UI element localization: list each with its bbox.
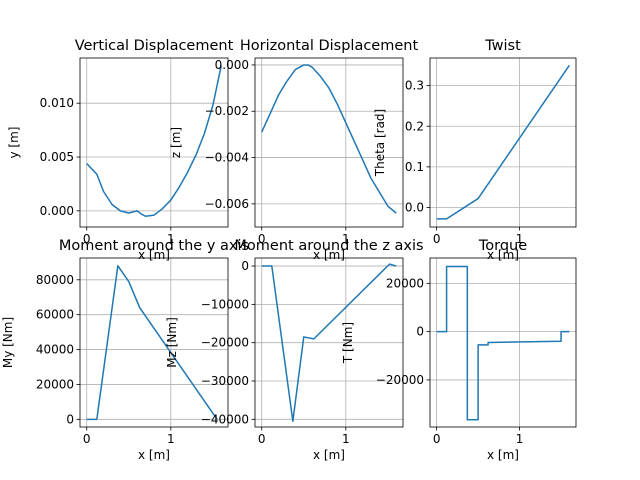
y-axis-label: My [Nm] [1, 317, 15, 368]
axes-frame [429, 57, 577, 228]
y-tick-label: 0 [241, 259, 249, 273]
x-axis-label: x [m] [487, 448, 519, 462]
data-line [436, 64, 570, 220]
x-axis-label: x [m] [487, 248, 519, 262]
x-tick-label: 0 [258, 232, 266, 246]
chart-panel-4: 0 1 0 20000 40000 60000 80000 Moment around the… [1, 238, 249, 462]
chart-panel-2: 0 1 0.000 −0.002 −0.004 −0.006 Horizontal Disp… [169, 38, 418, 262]
x-tick-label: 1 [167, 232, 175, 246]
y-tick-label: 80000 [36, 273, 74, 287]
y-tick-label: 0 [66, 412, 74, 426]
x-tick-label: 0 [433, 232, 441, 246]
y-tick-label: −0.002 [205, 104, 249, 118]
y-axis-label: z [m] [169, 127, 183, 158]
y-tick-label: −10000 [201, 297, 249, 311]
y-tick-label: 20000 [386, 276, 424, 290]
x-axis-label: x [m] [138, 248, 170, 262]
x-tick-label: 1 [342, 232, 350, 246]
axes-frame [429, 257, 577, 428]
data-line [436, 265, 570, 421]
y-tick-label: 0.000 [40, 204, 74, 218]
y-tick-label: −20000 [201, 336, 249, 350]
y-tick-label: 20000 [36, 377, 74, 391]
axes-frame [254, 57, 404, 228]
y-tick-label: 0.3 [405, 79, 424, 93]
data-line [261, 64, 397, 214]
y-tick-label: −30000 [201, 374, 249, 388]
y-tick-label: −0.006 [205, 197, 249, 211]
chart-title: Moment around the z axis [234, 238, 423, 254]
x-tick-label: 0 [258, 432, 266, 446]
axes-frame [79, 257, 229, 428]
chart-title: Vertical Displacement [75, 38, 234, 54]
x-tick-label: 0 [83, 432, 91, 446]
y-tick-label: 0.1 [405, 160, 424, 174]
x-axis-label: x [m] [313, 248, 345, 262]
chart-panel-1: 0 1 0.000 0.005 0.010 Vertical Displacement x … [7, 38, 234, 262]
y-tick-label: 40000 [36, 343, 74, 357]
x-axis-label: x [m] [313, 448, 345, 462]
chart-title: Horizontal Displacement [240, 38, 419, 54]
x-tick-label: 1 [167, 432, 175, 446]
data-line [86, 265, 218, 421]
y-axis-label: T [Nm] [341, 322, 355, 364]
x-axis-label: x [m] [138, 448, 170, 462]
chart-title: Moment around the y axis [59, 238, 249, 254]
y-tick-label: 0.010 [40, 96, 74, 110]
y-tick-label: 0 [416, 325, 424, 339]
y-tick-label: 0.2 [405, 119, 424, 133]
x-tick-label: 1 [516, 432, 524, 446]
y-tick-label: 0.000 [215, 58, 249, 72]
y-axis-label: Mz [Nm] [165, 317, 179, 368]
chart-title: Twist [484, 38, 521, 54]
y-tick-label: 0.0 [405, 201, 424, 215]
y-axis-label: y [m] [7, 127, 21, 159]
y-tick-label: 60000 [36, 308, 74, 322]
x-tick-label: 1 [342, 432, 350, 446]
y-tick-label: −20000 [376, 373, 424, 387]
chart-panel-3: 0 1 0.0 0.1 0.2 0.3 Twist x [m] Theta [rad] [373, 38, 577, 262]
data-line [261, 263, 397, 422]
chart-panel-5: 0 1 0 −10000 −20000 −30000 −40000 Moment around… [165, 238, 424, 462]
y-tick-label: −0.004 [205, 151, 249, 165]
axes-frame [79, 57, 229, 228]
x-tick-label: 1 [516, 232, 524, 246]
data-line [86, 65, 223, 217]
x-tick-label: 0 [83, 232, 91, 246]
x-tick-label: 0 [433, 432, 441, 446]
y-tick-label: −40000 [201, 412, 249, 426]
chart-title: Torque [478, 238, 527, 254]
y-tick-label: 0.005 [40, 150, 74, 164]
y-axis-label: Theta [rad] [373, 109, 387, 177]
